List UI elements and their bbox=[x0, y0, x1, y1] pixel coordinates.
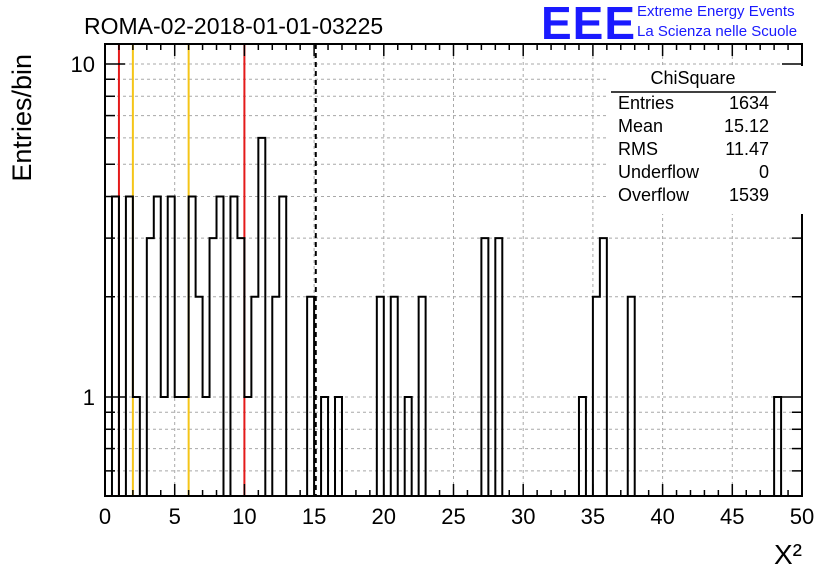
logo-line-2: La Scienza nelle Scuole bbox=[637, 23, 798, 40]
stats-value-underflow: 0 bbox=[759, 162, 769, 182]
stats-box-title: ChiSquare bbox=[650, 68, 735, 88]
eee-logo: EEE bbox=[541, 0, 637, 49]
stats-label-underflow: Underflow bbox=[618, 162, 700, 182]
y-axis-label: Entries/bin bbox=[7, 54, 37, 182]
chart-title: ROMA-02-2018-01-01-03225 bbox=[84, 13, 383, 39]
stats-value-mean: 15.12 bbox=[724, 116, 769, 136]
x-tick-label: 0 bbox=[99, 504, 111, 529]
stats-box-background bbox=[608, 66, 804, 214]
y-axis-ticks: 1 10 bbox=[71, 52, 802, 472]
x-tick-label: 40 bbox=[650, 504, 674, 529]
x-axis-ticks: 0 5 10 15 20 25 30 35 40 45 50 bbox=[99, 44, 814, 529]
x-tick-label: 20 bbox=[372, 504, 396, 529]
stats-label-overflow: Overflow bbox=[618, 185, 690, 205]
x-tick-label: 10 bbox=[232, 504, 256, 529]
x-tick-label: 25 bbox=[441, 504, 465, 529]
stats-label-entries: Entries bbox=[618, 93, 674, 113]
x-tick-label: 5 bbox=[169, 504, 181, 529]
stats-label-mean: Mean bbox=[618, 116, 663, 136]
x-tick-label: 35 bbox=[581, 504, 605, 529]
y-tick-label: 10 bbox=[71, 52, 95, 77]
x-tick-label: 30 bbox=[511, 504, 535, 529]
y-tick-label: 1 bbox=[83, 385, 95, 410]
stats-label-rms: RMS bbox=[618, 139, 658, 159]
histogram-step-line bbox=[105, 136, 789, 497]
stats-value-entries: 1634 bbox=[729, 93, 769, 113]
x-tick-label: 15 bbox=[302, 504, 326, 529]
stats-value-rms: 11.47 bbox=[725, 139, 769, 159]
stats-value-overflow: 1539 bbox=[729, 185, 769, 205]
logo-line-1: Extreme Energy Events bbox=[637, 3, 795, 20]
x-tick-label: 45 bbox=[720, 504, 744, 529]
x-axis-label: X² bbox=[774, 539, 802, 570]
grid-lines bbox=[105, 44, 802, 496]
x-tick-label: 50 bbox=[790, 504, 814, 529]
stats-box: ChiSquare Entries 1634 Mean 15.12 RMS 11… bbox=[608, 66, 804, 214]
